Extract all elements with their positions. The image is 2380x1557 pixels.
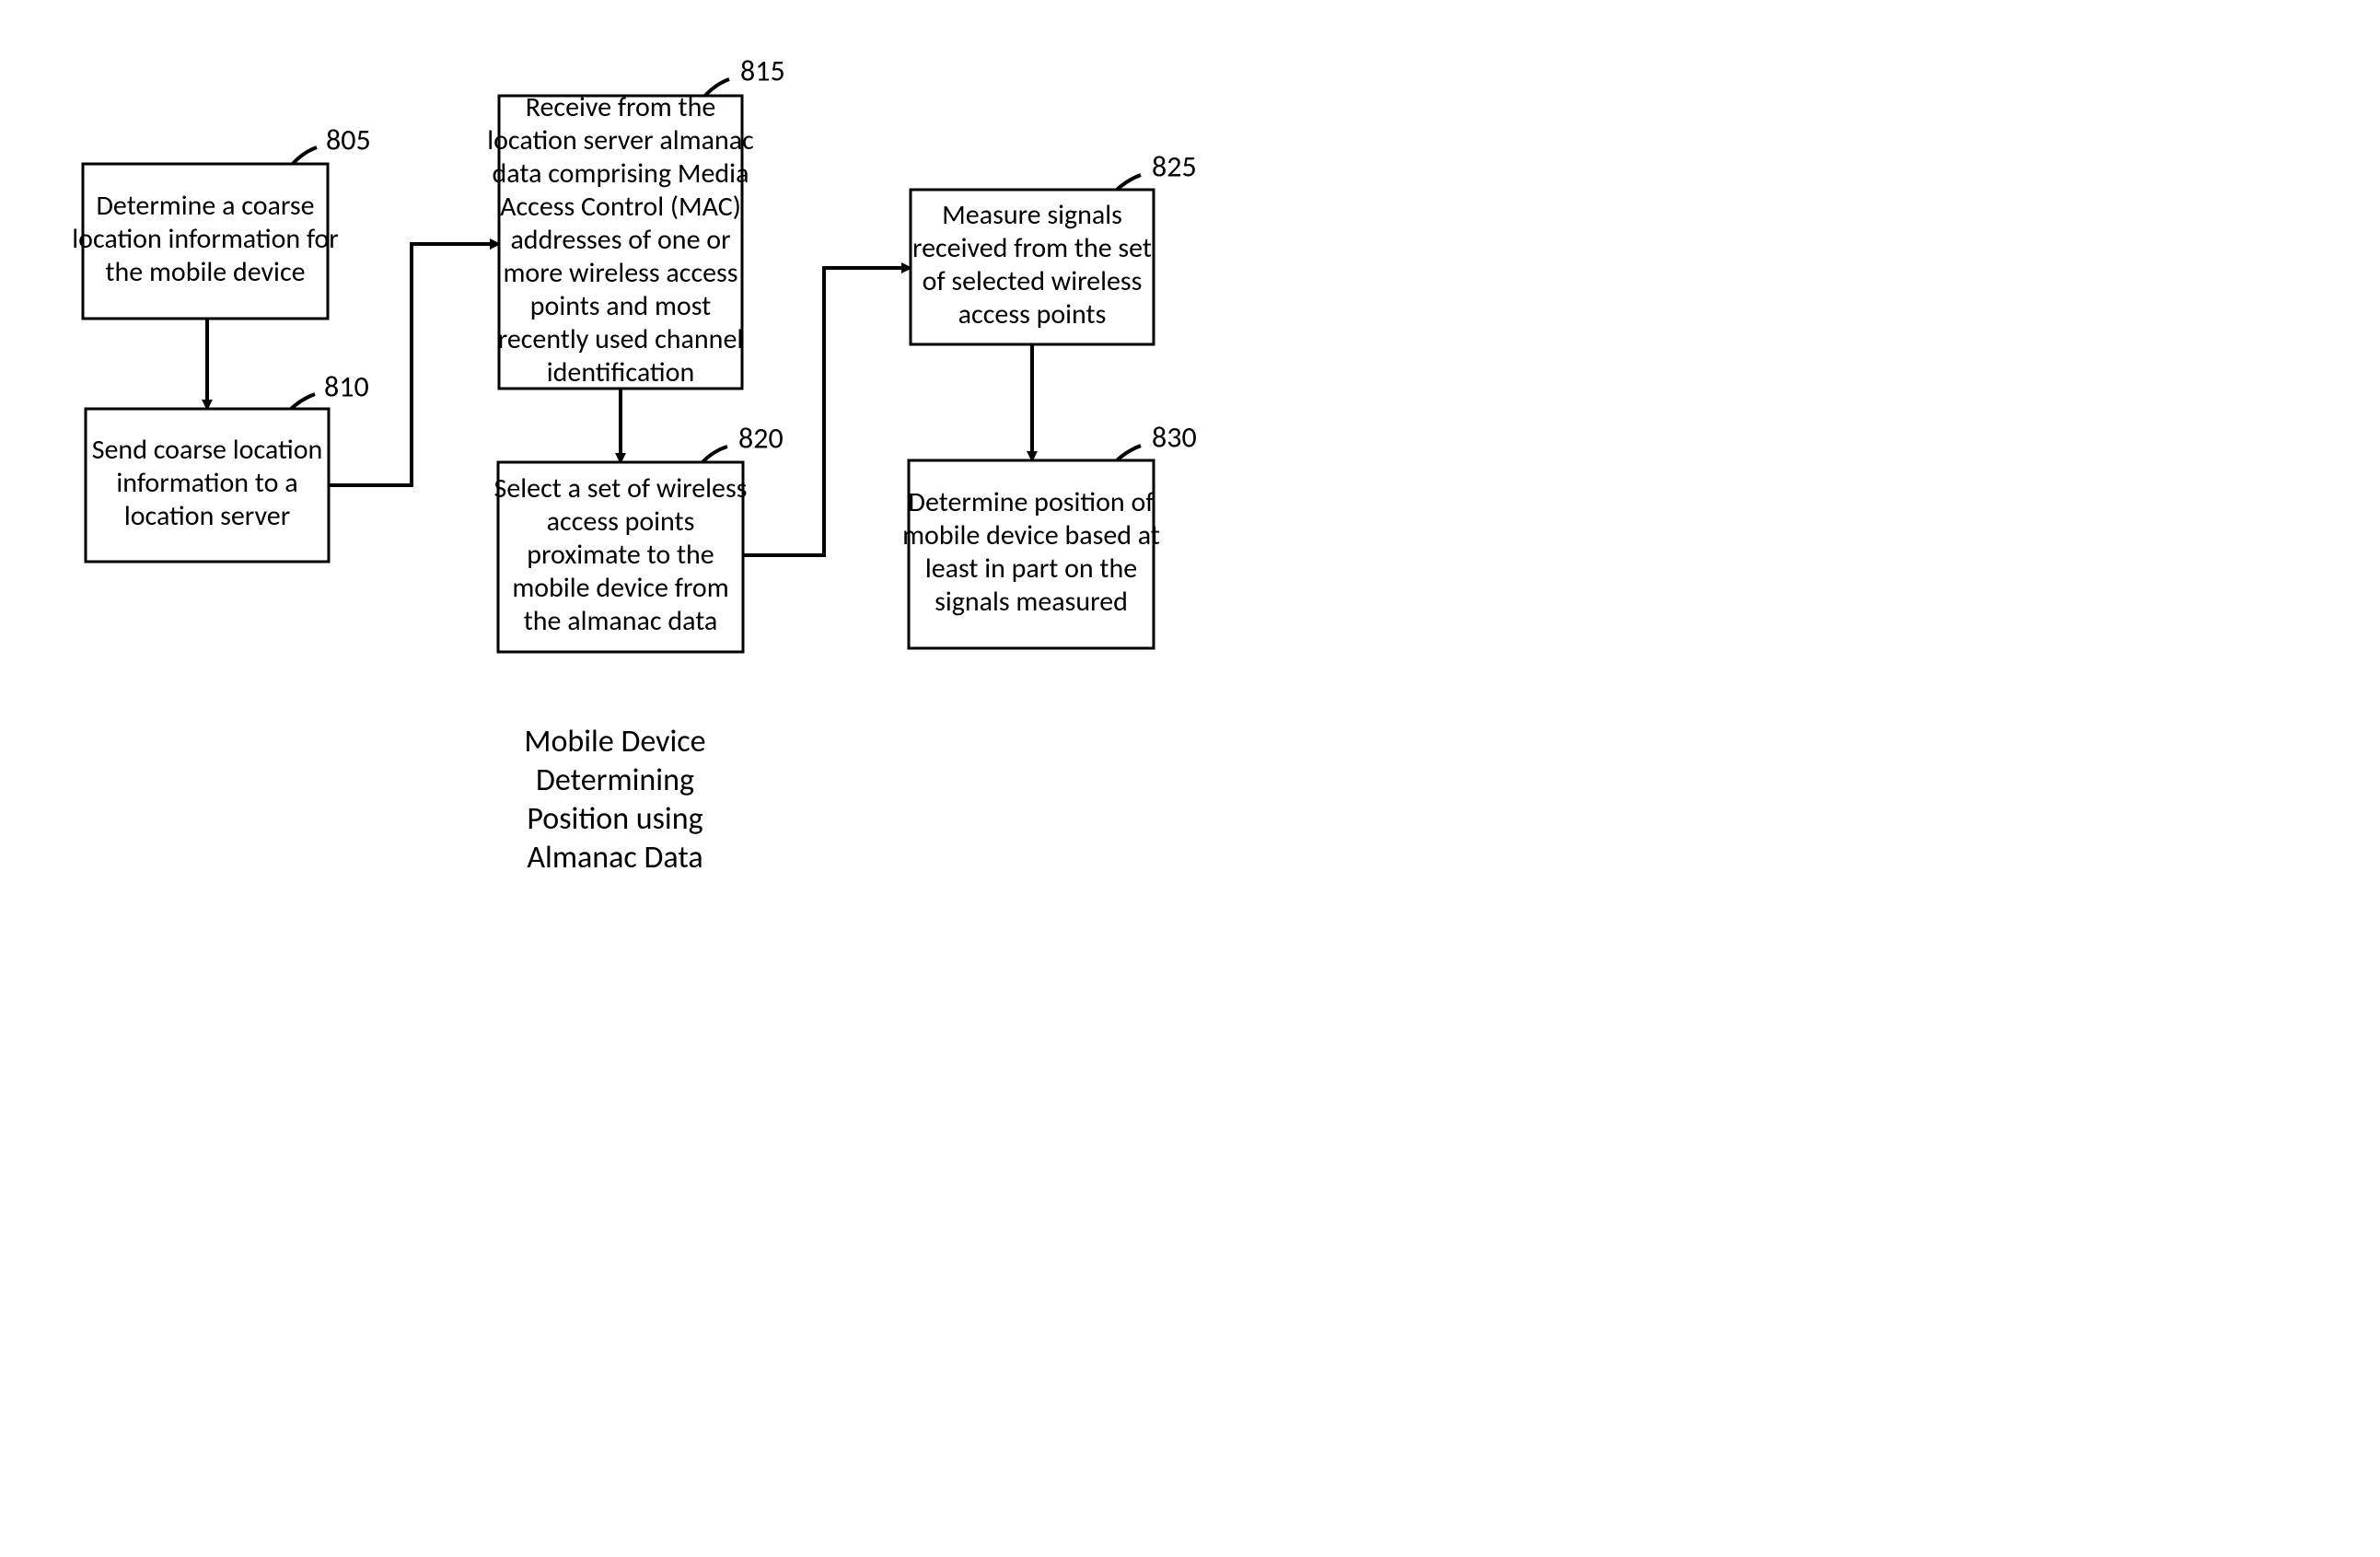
node-text-n830: Determine position ofmobile device based… [902, 485, 1160, 619]
node-text-n810: Send coarse locationinformation to aloca… [92, 433, 323, 533]
node-text-line: information to a [116, 466, 297, 500]
node-text-line: Determine position of [909, 485, 1155, 519]
node-label-n815: 815 [740, 53, 785, 89]
caption-layer: Mobile DeviceDeterminingPosition usingAl… [524, 723, 705, 877]
node-text-line: access points [547, 505, 695, 539]
node-label-n820: 820 [738, 421, 784, 457]
edge-3 [743, 268, 911, 555]
node-n820: Select a set of wirelessaccess pointspro… [494, 462, 748, 652]
node-n805: Determine a coarselocation information f… [72, 164, 339, 319]
node-label-n825: 825 [1152, 149, 1197, 185]
node-text-line: points and most [530, 289, 711, 323]
node-label-n830: 830 [1152, 420, 1197, 456]
node-text-line: location server almanac [487, 123, 754, 157]
node-text-line: Access Control (MAC) [500, 190, 741, 224]
node-text-line: mobile device from [512, 571, 728, 605]
node-label-n805: 805 [326, 122, 371, 158]
node-text-line: the almanac data [524, 604, 718, 638]
node-n825: Measure signalsreceived from the setof s… [911, 190, 1154, 344]
node-n815: Receive from thelocation server almanacd… [487, 90, 754, 389]
caption-line: Position using [527, 800, 702, 838]
node-text-line: recently used channel [498, 322, 744, 356]
node-label-n810: 810 [324, 369, 369, 405]
node-text-line: mobile device based at [902, 518, 1160, 552]
node-text-line: identification [547, 355, 694, 389]
label-leader-3 [702, 447, 727, 463]
nodes-layer: Determine a coarselocation information f… [72, 90, 1160, 652]
node-text-line: Determine a coarse [96, 189, 314, 223]
node-text-n820: Select a set of wirelessaccess pointspro… [494, 471, 748, 638]
edge-1 [329, 244, 499, 485]
node-text-line: the mobile device [105, 255, 305, 289]
diagram-caption: Mobile DeviceDeterminingPosition usingAl… [524, 723, 705, 877]
node-text-line: of selected wireless [923, 264, 1143, 298]
caption-line: Almanac Data [527, 839, 702, 877]
node-text-n815: Receive from thelocation server almanacd… [487, 90, 754, 389]
caption-line: Determining [536, 761, 694, 799]
node-text-line: Send coarse location [92, 433, 323, 467]
node-text-line: received from the set [912, 231, 1152, 265]
node-text-n805: Determine a coarselocation information f… [72, 189, 339, 289]
node-text-line: Measure signals [942, 198, 1122, 232]
node-text-line: access points [958, 297, 1107, 331]
node-n830: Determine position ofmobile device based… [902, 460, 1160, 648]
node-n810: Send coarse locationinformation to aloca… [86, 409, 329, 562]
caption-line: Mobile Device [524, 723, 705, 761]
node-text-line: Select a set of wireless [494, 471, 748, 505]
node-text-line: location server [124, 499, 290, 533]
node-text-line: proximate to the [527, 538, 714, 572]
node-text-line: addresses of one or [510, 223, 730, 257]
node-text-line: Receive from the [526, 90, 716, 124]
node-text-line: more wireless access [503, 256, 737, 290]
node-text-line: data comprising Media [493, 157, 749, 191]
flowchart-diagram: Determine a coarselocation information f… [0, 0, 1361, 890]
node-text-line: least in part on the [925, 552, 1137, 586]
node-text-line: location information for [72, 222, 339, 256]
node-text-line: signals measured [935, 585, 1128, 619]
